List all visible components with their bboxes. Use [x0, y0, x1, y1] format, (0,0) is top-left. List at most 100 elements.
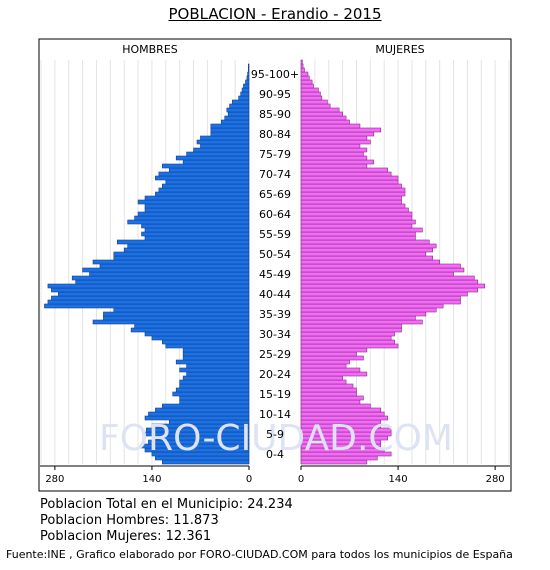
- men-bar-age-28: [182, 347, 250, 353]
- women-bar-age-24: [300, 363, 347, 369]
- women-bar-age-43: [300, 287, 479, 293]
- men-bar-age-39: [44, 303, 250, 309]
- women-bar-age-68: [300, 187, 406, 193]
- men-bar-age-58: [144, 227, 250, 233]
- men-bar-age-49: [99, 263, 250, 269]
- men-bar-age-13: [155, 407, 250, 413]
- women-bar-age-26: [300, 355, 364, 361]
- women-bar-age-55: [300, 239, 430, 245]
- men-bar-age-18: [175, 387, 250, 393]
- women-bar-age-82: [300, 131, 375, 137]
- men-bar-age-82: [210, 131, 250, 137]
- women-bar-age-81: [300, 135, 368, 141]
- men-bar-age-66: [144, 195, 250, 201]
- women-bar-age-54: [300, 243, 437, 249]
- women-bar-age-42: [300, 291, 468, 297]
- men-bar-age-79: [200, 143, 250, 149]
- women-bar-age-94: [300, 83, 314, 89]
- men-bar-age-80: [196, 139, 250, 145]
- men-bar-age-43: [51, 287, 250, 293]
- men-bar-age-84: [210, 123, 250, 129]
- age-group-label: 0-4: [266, 448, 284, 461]
- women-bar-age-25: [300, 359, 350, 365]
- men-bar-age-45: [75, 279, 250, 285]
- men-bar-age-92: [240, 91, 250, 97]
- women-bar-age-12: [300, 411, 385, 417]
- age-group-label: 90-95: [259, 88, 291, 101]
- men-bar-age-63: [144, 207, 250, 213]
- men-bar-age-37: [103, 311, 250, 317]
- age-group-label: 5-9: [266, 428, 284, 441]
- women-bar-age-34: [300, 323, 402, 329]
- women-bar-age-90: [300, 99, 328, 105]
- men-bar-age-91: [238, 95, 250, 101]
- women-bar-age-22: [300, 371, 368, 377]
- women-bar-age-100: [300, 59, 303, 65]
- age-group-label: 20-24: [259, 368, 291, 381]
- women-bar-age-60: [300, 219, 416, 225]
- men-panel-label: HOMBRES: [122, 43, 178, 56]
- men-bar-age-41: [51, 295, 250, 301]
- women-bar-age-57: [300, 231, 416, 237]
- women-bar-age-17: [300, 391, 357, 397]
- age-group-label: 50-54: [259, 248, 291, 261]
- women-population: Poblacion Mujeres: 12.361: [40, 529, 212, 544]
- women-bar-age-59: [300, 223, 413, 229]
- men-bar-age-14: [162, 403, 250, 409]
- men-bar-age-32: [144, 331, 250, 337]
- age-group-label: 65-69: [259, 188, 291, 201]
- men-bar-age-75: [182, 159, 250, 165]
- women-bar-age-67: [300, 191, 406, 197]
- men-bar-age-99: [248, 63, 250, 69]
- men-bar-age-71: [155, 175, 250, 181]
- women-bar-age-47: [300, 271, 454, 277]
- women-bar-age-52: [300, 251, 427, 257]
- age-group-label: 60-64: [259, 208, 291, 221]
- men-bar-age-54: [127, 243, 250, 249]
- chart-title: POBLACION - Erandio - 2015: [168, 5, 382, 23]
- men-bar-age-40: [47, 299, 250, 305]
- age-group-label: 45-49: [259, 268, 291, 281]
- age-group-label: 75-79: [259, 148, 291, 161]
- women-bar-age-99: [300, 63, 304, 69]
- men-bar-age-81: [200, 135, 250, 141]
- men-bar-age-70: [165, 179, 250, 185]
- women-bar-age-62: [300, 211, 413, 217]
- men-bar-age-64: [144, 203, 250, 209]
- men-bar-age-60: [127, 219, 250, 225]
- women-bar-age-28: [300, 347, 368, 353]
- men-bar-age-95: [245, 79, 250, 85]
- age-group-label: 95-100+: [251, 68, 299, 81]
- age-group-label: 70-74: [259, 168, 291, 181]
- women-bar-age-33: [300, 327, 402, 333]
- women-bar-age-61: [300, 215, 413, 221]
- women-bar-age-75: [300, 159, 375, 165]
- women-bar-age-95: [300, 79, 313, 85]
- women-axis-tick-label: 280: [486, 474, 505, 485]
- women-bar-age-89: [300, 103, 331, 109]
- men-bar-age-86: [224, 115, 250, 121]
- men-bar-age-26: [182, 355, 250, 361]
- women-bar-age-87: [300, 111, 343, 117]
- women-bar-age-0: [300, 459, 368, 465]
- women-bar-age-18: [300, 387, 357, 393]
- women-bar-age-63: [300, 207, 409, 213]
- age-group-label: 85-90: [259, 108, 291, 121]
- women-axis-tick-label: 140: [389, 474, 408, 485]
- men-bar-age-77: [186, 151, 250, 157]
- men-bar-age-52: [113, 251, 250, 257]
- age-group-label: 80-84: [259, 128, 291, 141]
- women-bar-age-50: [300, 259, 440, 265]
- women-bar-age-80: [300, 139, 371, 145]
- women-bar-age-13: [300, 407, 382, 413]
- women-bar-age-84: [300, 123, 361, 129]
- women-bar-age-46: [300, 275, 475, 281]
- women-bar-age-39: [300, 303, 444, 309]
- women-bar-age-51: [300, 255, 434, 261]
- men-bar-age-96: [246, 75, 250, 81]
- men-bar-age-31: [151, 335, 250, 341]
- women-bar-age-53: [300, 247, 434, 253]
- women-axis-tick-label: 0: [298, 474, 304, 485]
- men-bar-age-30: [162, 339, 250, 345]
- women-bar-age-36: [300, 315, 416, 321]
